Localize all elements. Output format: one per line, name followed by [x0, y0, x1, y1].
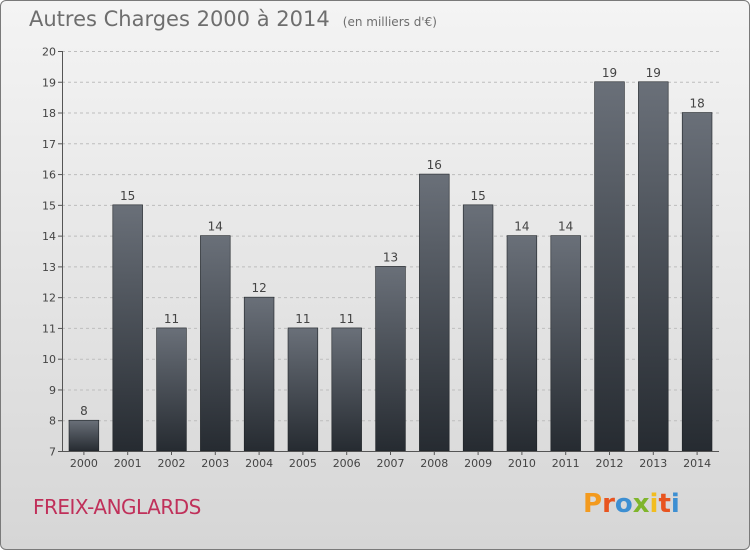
- x-tick-label: 2011: [552, 457, 580, 470]
- bar: [331, 327, 362, 452]
- chart-title: Autres Charges 2000 à 2014: [29, 7, 330, 31]
- axes: [58, 51, 719, 455]
- logo-letter: P: [583, 489, 603, 519]
- chart-subtitle: (en milliers d'€): [342, 15, 437, 29]
- x-tick-label: 2010: [508, 457, 536, 470]
- y-tick-label: 20: [42, 46, 56, 59]
- x-tick-label: 2009: [464, 457, 492, 470]
- y-tick-label: 19: [42, 76, 56, 89]
- bar: [594, 81, 625, 452]
- bar-value-label: 18: [689, 97, 704, 111]
- bar-value-label: 8: [80, 404, 88, 418]
- bar: [375, 266, 406, 452]
- logo-letter: i: [670, 489, 680, 519]
- bar-value-label: 12: [251, 281, 266, 295]
- y-tick-label: 16: [42, 169, 56, 182]
- y-tick-label: 12: [42, 292, 56, 305]
- logo-letter: o: [614, 489, 633, 519]
- bar: [200, 235, 231, 452]
- y-tick-label: 11: [42, 322, 56, 335]
- proxiti-logo: Proxiti: [583, 489, 680, 519]
- bar-value-label: 19: [602, 66, 617, 80]
- x-tick-label: 2008: [420, 457, 448, 470]
- bar-value-label: 11: [339, 312, 354, 326]
- bar-value-label: 14: [514, 220, 529, 234]
- x-tick-label: 2007: [377, 457, 405, 470]
- bar: [68, 419, 100, 452]
- x-tick-label: 2005: [289, 457, 317, 470]
- bar: [506, 235, 538, 452]
- x-tick-label: 2002: [158, 457, 186, 470]
- logo-letter: r: [602, 489, 615, 519]
- logo-letter: i: [649, 489, 659, 519]
- y-tick-label: 13: [42, 261, 56, 274]
- y-tick-label: 17: [42, 138, 56, 151]
- y-tick-label: 14: [42, 230, 56, 243]
- x-tick-label: 2013: [639, 457, 667, 470]
- x-tick-label: 2012: [596, 457, 624, 470]
- bar-value-label: 15: [120, 189, 135, 203]
- bar-value-label: 15: [470, 189, 485, 203]
- bar: [287, 327, 319, 452]
- x-tick-label: 2014: [683, 457, 711, 470]
- y-tick-label: 9: [49, 384, 56, 397]
- bar: [681, 112, 713, 452]
- bar-value-label: 14: [558, 220, 573, 234]
- x-tick-label: 2001: [114, 457, 142, 470]
- bar-value-label: 11: [164, 312, 179, 326]
- x-tick-label: 2000: [70, 457, 98, 470]
- logo-letter: x: [632, 489, 650, 519]
- bars: [68, 81, 713, 452]
- x-tick-label: 2004: [245, 457, 273, 470]
- y-tick-label: 10: [42, 353, 56, 366]
- bar: [462, 204, 494, 452]
- labels: 7 8 9 10 11 12 13 14 15 16 17 18 19 20 8 2000 15 2001 11 20…: [42, 46, 711, 471]
- bar: [638, 81, 669, 452]
- bar: [243, 296, 275, 452]
- bar: [550, 235, 581, 452]
- bar: [156, 327, 187, 452]
- y-tick-label: 7: [49, 446, 56, 459]
- x-tick-label: 2003: [201, 457, 229, 470]
- logo-letter: t: [658, 489, 671, 519]
- bar-value-label: 16: [427, 158, 442, 172]
- bar-value-label: 13: [383, 250, 398, 264]
- bar: [419, 173, 450, 452]
- bar: [112, 204, 143, 452]
- y-tick-label: 15: [42, 199, 56, 212]
- place-name: FREIX-ANGLARDS: [33, 495, 201, 519]
- title-row: Autres Charges 2000 à 2014 (en milliers …: [29, 7, 437, 31]
- bar-value-label: 19: [646, 66, 661, 80]
- x-tick-label: 2006: [333, 457, 361, 470]
- bar-value-label: 14: [208, 220, 223, 234]
- y-tick-label: 18: [42, 107, 56, 120]
- bar-value-label: 11: [295, 312, 310, 326]
- y-tick-label: 8: [49, 415, 56, 428]
